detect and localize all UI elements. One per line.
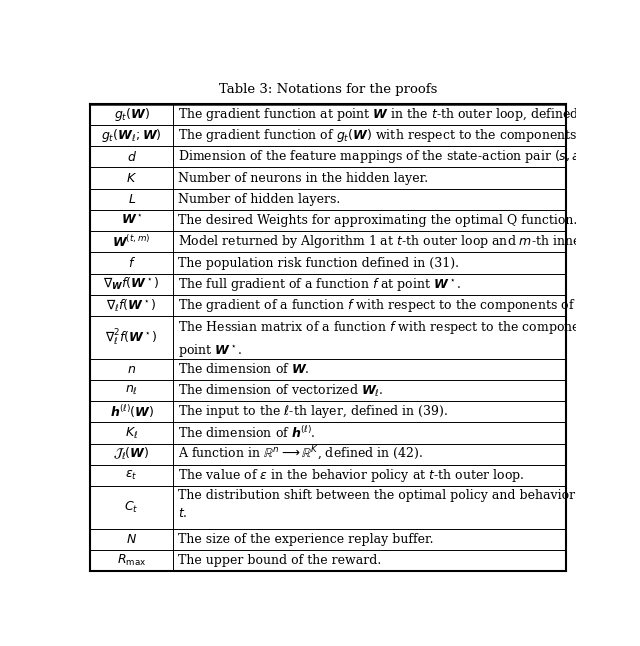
Text: The input to the $\ell$-th layer, defined in (39).: The input to the $\ell$-th layer, define…	[178, 403, 447, 421]
Text: Model returned by Algorithm 1 at $t$-th outer loop and $m$-th inner loop.: Model returned by Algorithm 1 at $t$-th …	[178, 233, 621, 250]
Text: The size of the experience replay buffer.: The size of the experience replay buffer…	[178, 533, 433, 546]
Text: The distribution shift between the optimal policy and behavior policy at iterati: The distribution shift between the optim…	[178, 489, 640, 520]
Text: $g_t(\boldsymbol{W}_\ell; \boldsymbol{W})$: $g_t(\boldsymbol{W}_\ell; \boldsymbol{W}…	[101, 127, 162, 144]
Text: Table 3: Notations for the proofs: Table 3: Notations for the proofs	[219, 83, 437, 96]
Text: $\boldsymbol{W}^\star$: $\boldsymbol{W}^\star$	[121, 214, 143, 227]
Text: The gradient function at point $\boldsymbol{W}$ in the $t$-th outer loop, define: The gradient function at point $\boldsym…	[178, 106, 620, 123]
Text: $g_t(\boldsymbol{W})$: $g_t(\boldsymbol{W})$	[114, 106, 150, 123]
Text: $K$: $K$	[126, 172, 137, 185]
Text: The dimension of $\boldsymbol{W}$.: The dimension of $\boldsymbol{W}$.	[178, 362, 309, 376]
Text: The dimension of $\boldsymbol{h}^{(\ell)}$.: The dimension of $\boldsymbol{h}^{(\ell)…	[178, 425, 316, 441]
Text: $d$: $d$	[127, 150, 137, 164]
Text: The Hessian matrix of a function $f$ with respect to the components of $\boldsym: The Hessian matrix of a function $f$ wit…	[178, 319, 640, 359]
Text: $f$: $f$	[128, 256, 136, 270]
Text: $N$: $N$	[126, 533, 137, 546]
Text: $\boldsymbol{h}^{(\ell)}(\boldsymbol{W})$: $\boldsymbol{h}^{(\ell)}(\boldsymbol{W})…	[109, 403, 154, 420]
Text: $\nabla_{\boldsymbol{W}} f(\boldsymbol{W}^\star)$: $\nabla_{\boldsymbol{W}} f(\boldsymbol{W…	[103, 276, 160, 293]
Text: Number of hidden layers.: Number of hidden layers.	[178, 193, 340, 206]
Text: Number of neurons in the hidden layer.: Number of neurons in the hidden layer.	[178, 172, 428, 185]
Text: $K_\ell$: $K_\ell$	[125, 426, 138, 441]
Text: The gradient function of $g_t(\boldsymbol{W})$ with respect to the components of: The gradient function of $g_t(\boldsymbo…	[178, 127, 618, 144]
Text: The population risk function defined in (31).: The population risk function defined in …	[178, 256, 459, 269]
Text: $R_{\mathrm{max}}$: $R_{\mathrm{max}}$	[117, 553, 147, 568]
Text: $n_\ell$: $n_\ell$	[125, 384, 138, 397]
Text: The upper bound of the reward.: The upper bound of the reward.	[178, 554, 381, 567]
Text: Dimension of the feature mappings of the state-action pair $(s, a) \in \mathcal{: Dimension of the feature mappings of the…	[178, 149, 638, 165]
Text: $\boldsymbol{W}^{(t,m)}$: $\boldsymbol{W}^{(t,m)}$	[113, 234, 151, 250]
Text: $\nabla_\ell f(\boldsymbol{W}^\star)$: $\nabla_\ell f(\boldsymbol{W}^\star)$	[106, 297, 157, 313]
Text: $\nabla^2_\ell f(\boldsymbol{W}^\star)$: $\nabla^2_\ell f(\boldsymbol{W}^\star)$	[106, 328, 158, 348]
Text: $\mathcal{J}_\ell(\boldsymbol{W})$: $\mathcal{J}_\ell(\boldsymbol{W})$	[113, 446, 150, 463]
Text: The value of $\varepsilon$ in the behavior policy at $t$-th outer loop.: The value of $\varepsilon$ in the behavi…	[178, 467, 524, 484]
Text: $\varepsilon_t$: $\varepsilon_t$	[125, 469, 138, 482]
Text: The dimension of vectorized $\boldsymbol{W}_\ell$.: The dimension of vectorized $\boldsymbol…	[178, 382, 383, 399]
Text: $L$: $L$	[127, 193, 136, 206]
Text: A function in $\mathbb{R}^n \longrightarrow \mathbb{R}^K$, defined in (42).: A function in $\mathbb{R}^n \longrightar…	[178, 445, 422, 463]
Text: $n$: $n$	[127, 363, 136, 376]
Text: The gradient of a function $f$ with respect to the components of $\boldsymbol{W}: The gradient of a function $f$ with resp…	[178, 297, 640, 314]
Text: The full gradient of a function $f$ at point $\boldsymbol{W}^\star$.: The full gradient of a function $f$ at p…	[178, 276, 461, 293]
Text: $C_t$: $C_t$	[125, 500, 139, 515]
Text: The desired Weights for approximating the optimal Q function.: The desired Weights for approximating th…	[178, 214, 577, 227]
